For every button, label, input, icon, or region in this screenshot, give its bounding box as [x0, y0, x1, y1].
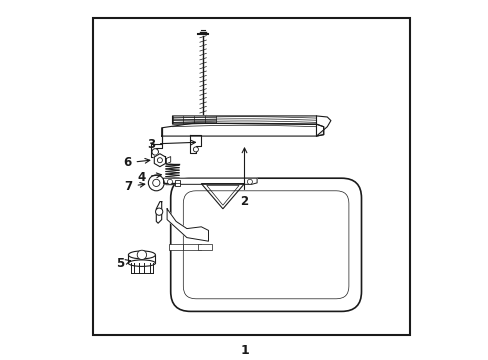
Circle shape	[155, 208, 163, 215]
Circle shape	[157, 158, 162, 163]
Circle shape	[152, 149, 158, 155]
FancyBboxPatch shape	[183, 191, 348, 299]
Text: 5: 5	[116, 257, 130, 270]
Polygon shape	[156, 202, 162, 223]
Text: 3: 3	[146, 138, 195, 150]
Text: 4: 4	[138, 171, 161, 184]
Text: 7: 7	[124, 180, 144, 193]
Polygon shape	[154, 154, 165, 167]
Polygon shape	[162, 123, 323, 136]
Ellipse shape	[128, 260, 155, 266]
Polygon shape	[167, 209, 208, 241]
Polygon shape	[166, 157, 170, 164]
Polygon shape	[172, 116, 316, 124]
Bar	[93, 18, 409, 335]
Circle shape	[137, 250, 146, 260]
Circle shape	[193, 147, 198, 152]
Circle shape	[247, 179, 252, 184]
Text: 2: 2	[240, 148, 248, 208]
Polygon shape	[151, 128, 162, 157]
Polygon shape	[190, 135, 201, 153]
Circle shape	[148, 175, 164, 191]
Polygon shape	[316, 116, 330, 136]
Circle shape	[167, 179, 172, 184]
Text: 1: 1	[240, 345, 248, 357]
Ellipse shape	[128, 251, 155, 259]
Bar	[183, 244, 201, 250]
Polygon shape	[316, 124, 323, 136]
FancyBboxPatch shape	[170, 178, 361, 311]
Bar	[197, 244, 212, 250]
Text: 6: 6	[123, 156, 149, 169]
Circle shape	[152, 179, 160, 186]
Bar	[168, 244, 183, 250]
Bar	[175, 180, 180, 186]
Polygon shape	[163, 178, 257, 184]
